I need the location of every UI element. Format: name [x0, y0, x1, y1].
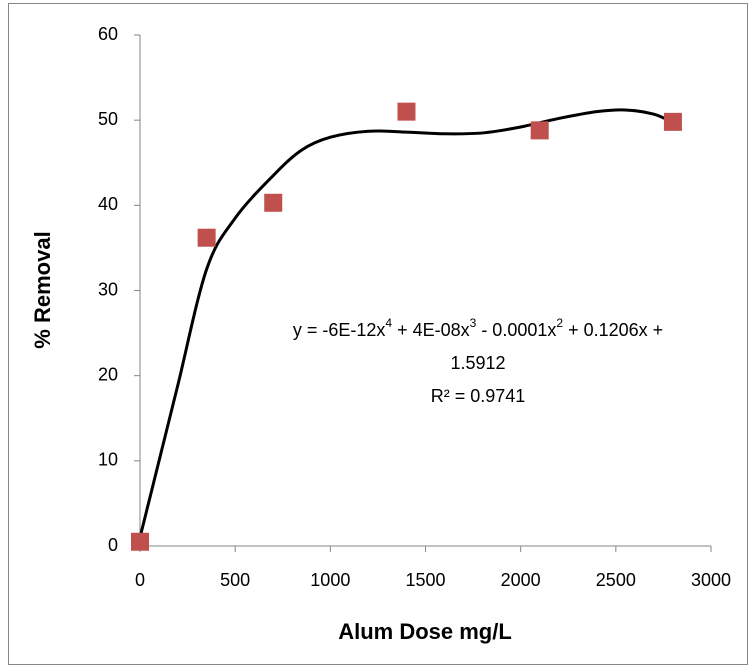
equation-part: + 0.1206x +: [563, 320, 663, 340]
equation-part: y = -6E-12x: [293, 320, 386, 340]
y-tick-label: 40: [98, 194, 118, 214]
marker: [397, 102, 416, 121]
equation-part: - 0.0001x: [476, 320, 556, 340]
y-tick-label: 0: [108, 535, 118, 555]
y-tick-label: 10: [98, 450, 118, 470]
marker: [197, 228, 216, 247]
marker: [530, 121, 549, 140]
marker: [663, 112, 682, 131]
x-tick-label: 3000: [691, 570, 731, 590]
marker: [264, 193, 283, 212]
trendline: [138, 108, 674, 538]
chart-border: [8, 3, 748, 665]
x-tick-label: 500: [220, 570, 250, 590]
x-tick-label: 2000: [501, 570, 541, 590]
y-tick-label: 30: [98, 279, 118, 299]
equation-exponent: 4: [385, 316, 392, 330]
y-axis-title: % Removal: [30, 231, 55, 348]
equation-exponent: 3: [470, 316, 477, 330]
trendline-equation: y = -6E-12x4 + 4E-08x3 - 0.0001x2 + 0.12…: [293, 316, 663, 340]
equation-exponent: 2: [556, 316, 563, 330]
marker: [131, 532, 149, 551]
y-tick-label: 60: [98, 24, 118, 44]
r-squared: R² = 0.9741: [431, 386, 526, 406]
y-tick-label: 20: [98, 364, 118, 384]
x-tick-label: 1500: [405, 570, 445, 590]
x-axis-title: Alum Dose mg/L: [338, 619, 512, 644]
y-tick-label: 50: [98, 109, 118, 129]
x-tick-label: 0: [135, 570, 145, 590]
x-tick-label: 2500: [596, 570, 636, 590]
equation-part: + 4E-08x: [392, 320, 470, 340]
x-tick-label: 1000: [310, 570, 350, 590]
trendline-constant: 1.5912: [450, 353, 505, 373]
